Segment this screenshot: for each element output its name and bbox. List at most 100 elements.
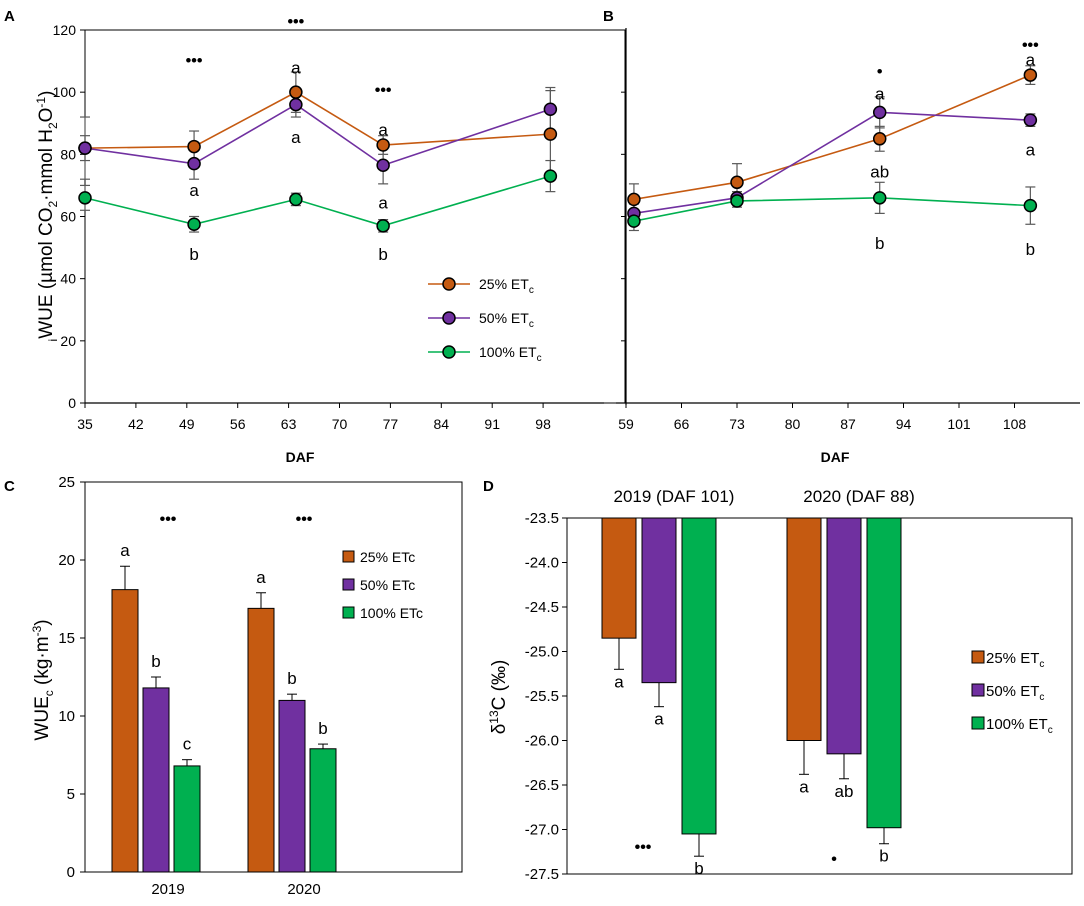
group-letter: b	[287, 669, 296, 688]
x-tick-label-a: 35	[77, 416, 93, 432]
group-letter: a	[291, 128, 301, 147]
legend-marker-a	[442, 277, 456, 291]
legend-swatch-c	[342, 578, 355, 591]
group-letter: a	[799, 777, 809, 796]
data-point-a-1	[376, 158, 390, 172]
legend-swatch-c	[342, 606, 355, 619]
group-letter: a	[378, 194, 388, 213]
data-point-b-0	[872, 132, 887, 146]
data-point-a-2	[78, 191, 92, 205]
y-tick-label-a: 60	[60, 209, 76, 225]
data-point-a-0	[376, 138, 390, 152]
bar-d-0	[601, 517, 637, 639]
series-line-b-1	[633, 111, 1031, 215]
significance-marker: •	[877, 63, 883, 80]
x-tick-label-b: 73	[729, 416, 745, 432]
group-letter: a	[654, 710, 664, 729]
legend-label-a: 25% ETc	[479, 276, 534, 296]
data-point-a-1	[187, 156, 201, 171]
significance-marker: •	[831, 851, 837, 868]
group-letter: a	[120, 541, 130, 560]
y-tick-label-d: -25.5	[525, 688, 559, 705]
x-tick-label-a: 42	[128, 416, 144, 432]
y-tick-label-c: 0	[67, 864, 75, 881]
legend-label-d: 100% ETc	[986, 716, 1053, 736]
data-point-b-0	[730, 175, 744, 190]
y-tick-label-a: 80	[60, 146, 76, 162]
group-letter: ab	[870, 162, 889, 181]
legend-marker-a	[442, 345, 456, 359]
y-axis-title-a: iWUE (µmol CO2·mmol H2O-1)	[34, 91, 60, 342]
data-point-b-0	[1023, 68, 1038, 82]
legend-swatch-d	[971, 650, 985, 664]
bar-d-1	[826, 517, 862, 755]
bar-d-2	[681, 517, 717, 835]
significance-marker: •••	[160, 511, 177, 528]
y-axis-title-d: δ13C (‰)	[487, 660, 510, 735]
x-tick-label-b: 108	[1003, 416, 1027, 432]
y-tick-label-d: -27.5	[525, 866, 559, 883]
data-point-b-2	[730, 194, 744, 208]
data-point-b-2	[872, 191, 887, 205]
bar-c-0	[111, 589, 139, 873]
x-tick-label-a: 77	[383, 416, 399, 432]
series-line-b-0	[633, 74, 1031, 201]
data-point-b-1	[1023, 113, 1038, 127]
legend-label-c: 25% ETc	[360, 549, 415, 565]
x-axis-title-b: DAF	[821, 449, 850, 465]
group-letter: a	[189, 181, 199, 200]
data-point-a-2	[289, 192, 303, 207]
legend-label-d: 50% ETc	[986, 683, 1044, 703]
y-tick-label-a: 100	[53, 84, 77, 100]
x-tick-label-a: 49	[179, 416, 195, 432]
x-tick-label-a: 91	[484, 416, 500, 432]
significance-marker: •••	[635, 839, 652, 856]
series-line-b-2	[633, 197, 1031, 222]
year-header-d: 2019 (DAF 101)	[614, 487, 735, 506]
group-letter: a	[378, 120, 388, 139]
group-letter: b	[1026, 240, 1035, 259]
group-letter: a	[614, 672, 624, 691]
data-point-a-0	[289, 85, 303, 99]
bar-c-1	[278, 699, 306, 873]
bar-c-2	[309, 748, 337, 873]
bar-d-0	[786, 517, 822, 741]
data-point-b-1	[872, 105, 887, 120]
panel-label-b: B	[603, 8, 614, 25]
x-axis-title-a: DAF	[286, 449, 315, 465]
year-header-d: 2020 (DAF 88)	[803, 487, 915, 506]
legend-label-a: 100% ETc	[479, 344, 542, 364]
y-tick-label-a: 20	[60, 333, 76, 349]
panel-label-d: D	[483, 478, 494, 495]
group-letter: a	[256, 568, 266, 587]
y-tick-label-d: -23.5	[525, 510, 559, 527]
bar-c-2	[173, 765, 201, 873]
panel-label-c: C	[4, 478, 15, 495]
x-tick-label-a: 98	[535, 416, 551, 432]
data-point-a-2	[543, 169, 558, 183]
x-tick-label-a: 56	[230, 416, 246, 432]
group-letter: a	[1026, 141, 1036, 160]
x-tick-label-a: 84	[434, 416, 450, 432]
x-category-label-c: 2019	[151, 881, 184, 898]
y-tick-label-c: 20	[58, 552, 75, 569]
group-letter: ab	[835, 782, 854, 801]
y-tick-label-d: -24.0	[525, 555, 559, 572]
group-letter: b	[318, 719, 327, 738]
series-line-a-1	[84, 103, 551, 167]
bar-d-2	[866, 517, 902, 829]
significance-marker: •••	[287, 14, 304, 31]
legend-label-c: 50% ETc	[360, 577, 415, 593]
y-tick-label-c: 5	[67, 786, 75, 803]
significance-marker: •••	[1022, 37, 1039, 54]
legend-swatch-c	[342, 550, 355, 563]
group-letter: b	[189, 245, 198, 264]
y-tick-label-c: 10	[58, 708, 75, 725]
data-point-a-1	[78, 141, 92, 155]
x-tick-label-b: 87	[840, 416, 856, 432]
y-tick-label-d: -26.0	[525, 733, 559, 750]
group-letter: b	[879, 847, 888, 866]
significance-marker: •••	[296, 511, 313, 528]
legend-swatch-d	[971, 716, 985, 730]
group-letter: b	[151, 652, 160, 671]
